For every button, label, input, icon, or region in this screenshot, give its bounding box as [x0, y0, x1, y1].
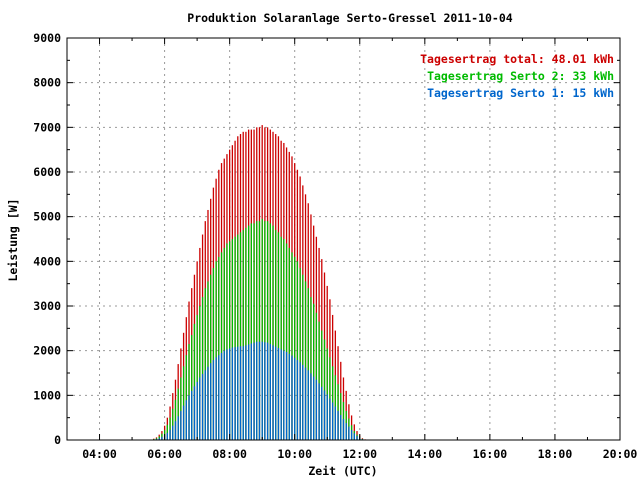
bar [289, 354, 290, 440]
bar [213, 360, 214, 440]
bar [224, 351, 225, 440]
y-tick-label: 2000 [33, 344, 61, 358]
legend-entry: Tagesertrag Serto 2: 33 kWh [427, 69, 614, 83]
bar [178, 416, 179, 440]
bar [237, 347, 238, 440]
y-tick-label: 6000 [33, 165, 61, 179]
x-tick-label: 12:00 [342, 447, 377, 461]
bar [175, 421, 176, 440]
bar [199, 377, 200, 440]
bar [329, 398, 330, 440]
x-tick-label: 18:00 [538, 447, 573, 461]
bar [226, 349, 227, 440]
bar [308, 370, 309, 440]
legend: Tagesertrag total: 48.01 kWh Tagesertrag … [420, 52, 614, 100]
y-axis-label: Leistung [W] [6, 198, 20, 281]
bar [270, 344, 271, 440]
x-tick-label: 10:00 [277, 447, 312, 461]
bar [183, 406, 184, 440]
bar [229, 348, 230, 440]
bar [351, 430, 352, 440]
y-tick-label: 5000 [33, 210, 61, 224]
bar [278, 348, 279, 440]
y-tick-label: 7000 [33, 120, 61, 134]
bar [259, 342, 260, 440]
bar [232, 348, 233, 440]
legend-entry: Tagesertrag total: 48.01 kWh [420, 52, 614, 66]
x-tick-label: 06:00 [147, 447, 182, 461]
chart-title: Produktion Solaranlage Serto-Gressel 201… [187, 11, 512, 25]
bar [343, 419, 344, 440]
x-tick-label: 04:00 [82, 447, 117, 461]
bar [243, 346, 244, 440]
bar [221, 353, 222, 440]
bar [245, 345, 246, 440]
y-tick-label: 1000 [33, 388, 61, 402]
bar [210, 363, 211, 440]
bar [283, 351, 284, 440]
y-tick-label: 4000 [33, 254, 61, 268]
bar [335, 407, 336, 441]
bar [316, 380, 317, 440]
bar [302, 365, 303, 440]
bar [256, 342, 257, 440]
bar [240, 346, 241, 440]
bar [172, 426, 173, 440]
bar [286, 352, 287, 440]
bar [310, 373, 311, 440]
bar [207, 367, 208, 440]
bar [234, 347, 235, 440]
bar [356, 436, 357, 440]
bar [215, 357, 216, 440]
x-tick-label: 14:00 [408, 447, 443, 461]
bar [218, 355, 219, 440]
bar [248, 344, 249, 440]
y-tick-label: 9000 [33, 31, 61, 45]
bar [275, 347, 276, 440]
bar [324, 390, 325, 440]
bar [191, 391, 192, 440]
bar [321, 387, 322, 440]
bar [294, 358, 295, 440]
bar [305, 368, 306, 440]
y-tick-label: 8000 [33, 76, 61, 90]
y-tick-label: 3000 [33, 299, 61, 313]
bar [180, 411, 181, 440]
bar [280, 349, 281, 440]
bar [253, 343, 254, 440]
bar [267, 343, 268, 440]
bar [299, 362, 300, 440]
bar [167, 433, 168, 440]
bar [318, 383, 319, 440]
bar [194, 386, 195, 440]
bar [188, 395, 189, 440]
bar [169, 430, 170, 440]
x-tick-label: 08:00 [212, 447, 247, 461]
x-tick-label: 20:00 [603, 447, 638, 461]
legend-entry: Tagesertrag Serto 1: 15 kWh [427, 86, 614, 100]
bar [186, 400, 187, 440]
bar [202, 374, 203, 440]
bar [262, 342, 263, 440]
bar [313, 377, 314, 440]
bar [337, 411, 338, 440]
bar [297, 360, 298, 440]
bar [346, 423, 347, 440]
bar [291, 356, 292, 440]
bar [327, 394, 328, 440]
x-axis-label: Zeit (UTC) [308, 464, 377, 478]
bar [272, 345, 273, 440]
x-tick-label: 16:00 [473, 447, 508, 461]
bar [251, 344, 252, 440]
bar [340, 415, 341, 440]
bar [205, 370, 206, 440]
y-tick-label: 0 [54, 433, 61, 447]
bar [348, 427, 349, 440]
bar [332, 402, 333, 440]
bar [264, 342, 265, 440]
bar [196, 382, 197, 440]
bar [354, 433, 355, 440]
